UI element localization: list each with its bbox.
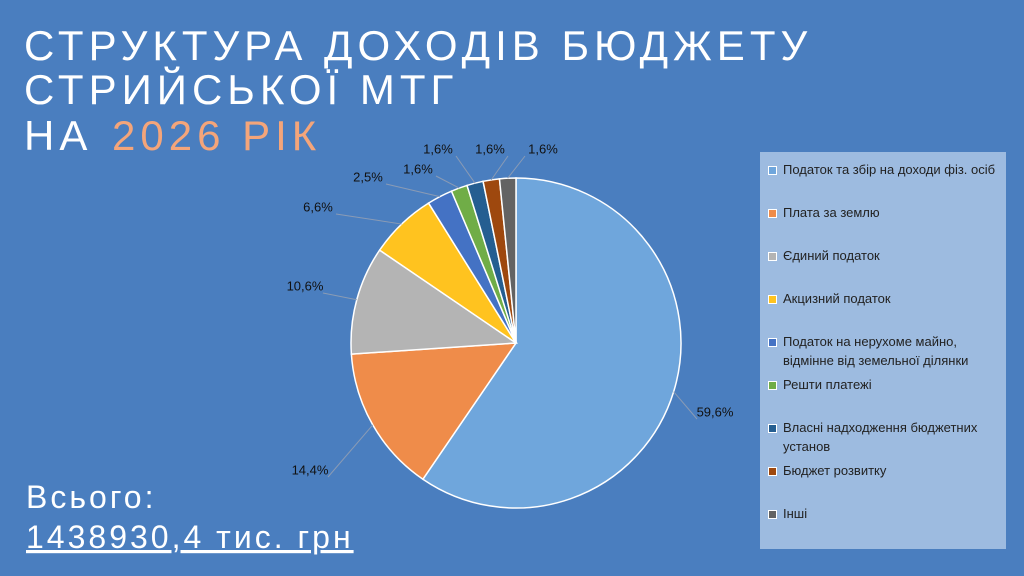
subtitle-year: 2026 РІК <box>112 112 321 159</box>
legend-swatch <box>768 424 777 433</box>
legend-swatch <box>768 209 777 218</box>
title-line: СТРИЙСЬКОЇ МТГ <box>24 65 458 113</box>
data-label: 1,6% <box>403 161 433 176</box>
leader-line <box>327 424 374 478</box>
data-label: 2,5% <box>353 169 383 184</box>
leader-line <box>435 175 460 189</box>
total-label: Всього: <box>26 479 156 515</box>
legend-item: Бюджет розвитку <box>768 461 1000 504</box>
subtitle-text: НА <box>24 112 92 159</box>
legend-label: Власні надходження бюджетних установ <box>783 420 978 454</box>
leader-line <box>673 391 698 420</box>
legend-swatch <box>768 295 777 304</box>
legend-item: Інші <box>768 504 1000 547</box>
data-label: 1,6% <box>475 141 505 156</box>
total-value: 1438930,4 тис. грн <box>26 519 354 555</box>
data-label: 1,6% <box>423 141 453 156</box>
legend: Податок та збір на доходи фіз. осіб Плата… <box>760 152 1006 549</box>
leader-line <box>335 213 402 225</box>
leader-line <box>490 155 509 181</box>
legend-swatch <box>768 166 777 175</box>
legend-label: Єдиний податок <box>783 248 880 263</box>
leader-line <box>455 155 476 184</box>
leader-line <box>507 155 526 179</box>
data-label: 6,6% <box>303 199 333 214</box>
legend-label: Плата за землю <box>783 205 880 220</box>
legend-label: Податок та збір на доходи фіз. осіб <box>783 162 996 177</box>
legend-item: Податок та збір на доходи фіз. осіб <box>768 160 1000 203</box>
legend-swatch <box>768 381 777 390</box>
data-label: 59,6% <box>697 404 734 419</box>
legend-item: Власні надходження бюджетних установ <box>768 418 1000 461</box>
legend-label: Інші <box>783 506 808 521</box>
legend-swatch <box>768 252 777 261</box>
legend-label: Бюджет розвитку <box>783 463 887 478</box>
legend-item: Акцизний податок <box>768 289 1000 332</box>
legend-label: Решти платежі <box>783 377 872 392</box>
data-label: 14,4% <box>292 462 329 477</box>
legend-item: Податок на нерухоме майно, відмінне від … <box>768 332 1000 375</box>
legend-item: Єдиний податок <box>768 246 1000 289</box>
legend-label: Податок на нерухоме майно, відмінне від … <box>783 334 969 368</box>
legend-item: Решти платежі <box>768 375 1000 418</box>
legend-item: Плата за землю <box>768 203 1000 246</box>
legend-swatch <box>768 467 777 476</box>
title-line: СТРУКТУРА ДОХОДІВ БЮДЖЕТУ <box>24 22 812 69</box>
data-label: 1,6% <box>528 141 558 156</box>
legend-label: Акцизний податок <box>783 291 891 306</box>
legend-swatch <box>768 510 777 519</box>
leader-line <box>322 292 357 301</box>
pie-slice <box>350 249 519 355</box>
data-label: 10,6% <box>287 278 324 293</box>
legend-swatch <box>768 338 777 347</box>
leader-line <box>385 183 440 198</box>
